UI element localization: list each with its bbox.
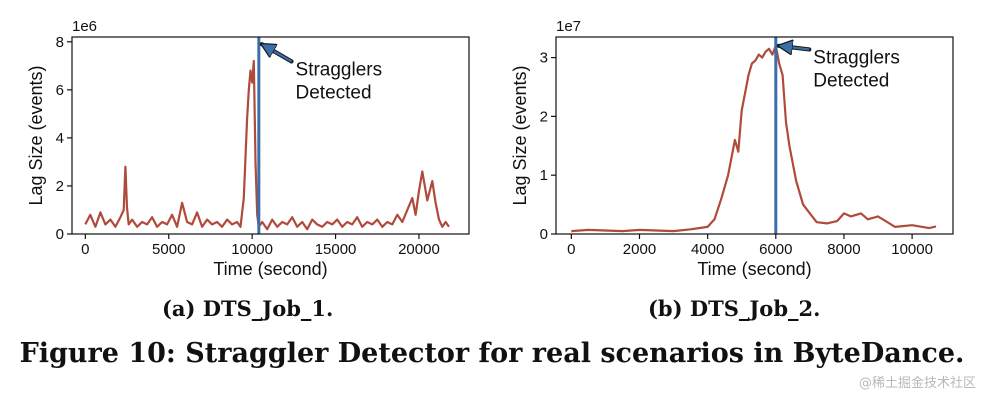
x-tick-label: 20000 [398, 241, 440, 258]
annotation-arrow [262, 44, 293, 63]
figure-caption: Figure 10: Straggler Detector for real s… [19, 338, 965, 369]
y-tick-label: 3 [540, 50, 548, 67]
x-tick-label: 2000 [623, 241, 656, 258]
x-tick-label: 0 [567, 241, 575, 258]
y-tick-label: 1 [540, 167, 548, 184]
x-tick-label: 4000 [691, 241, 724, 258]
watermark: @稀土掘金技术社区 [858, 376, 976, 391]
x-tick-label: 5000 [152, 241, 185, 258]
chart-dts-job-1: 0 5000 10000 15000 20000 0 2 4 6 8 1e6 Time (second… [26, 18, 470, 279]
y-tick-label: 6 [56, 82, 64, 99]
annotation-arrow [779, 46, 810, 50]
subcaption-a: (a) DTS_Job_1. [162, 296, 334, 321]
plot-frame [555, 36, 954, 235]
y-offset-text: 1e7 [556, 18, 581, 35]
y-tick-label: 0 [540, 226, 548, 243]
y-tick-label: 4 [56, 130, 64, 147]
y-axis-label: Lag Size (events) [26, 65, 46, 205]
y-tick-label: 2 [56, 178, 64, 195]
y-offset-text: 1e6 [72, 18, 97, 35]
annotation-text: Detected [296, 82, 372, 103]
annotation-text: Stragglers [296, 59, 383, 80]
x-tick-label: 15000 [315, 241, 357, 258]
annotation-text: Detected [813, 70, 889, 91]
y-tick-label: 0 [56, 226, 64, 243]
x-tick-label: 0 [81, 241, 89, 258]
annotation-text: Stragglers [813, 47, 900, 68]
series-line-1 [84, 59, 450, 231]
x-tick-label: 10000 [891, 241, 933, 258]
subcaption-b: (b) DTS_Job_2. [648, 296, 821, 321]
x-tick-label: 8000 [827, 241, 860, 258]
x-axis-label: Time (second) [697, 259, 811, 279]
plot-frame [71, 36, 470, 235]
y-axis-label: Lag Size (events) [510, 65, 530, 205]
y-tick-label: 2 [540, 108, 548, 125]
chart-dts-job-2: 0 2000 4000 6000 8000 10000 0 1 2 3 1e7 Time (secon… [510, 18, 954, 279]
y-tick-label: 8 [56, 34, 64, 51]
x-tick-label: 6000 [759, 241, 792, 258]
x-axis-label: Time (second) [213, 259, 327, 279]
series-line-1 [571, 44, 937, 233]
x-tick-label: 10000 [231, 241, 273, 258]
